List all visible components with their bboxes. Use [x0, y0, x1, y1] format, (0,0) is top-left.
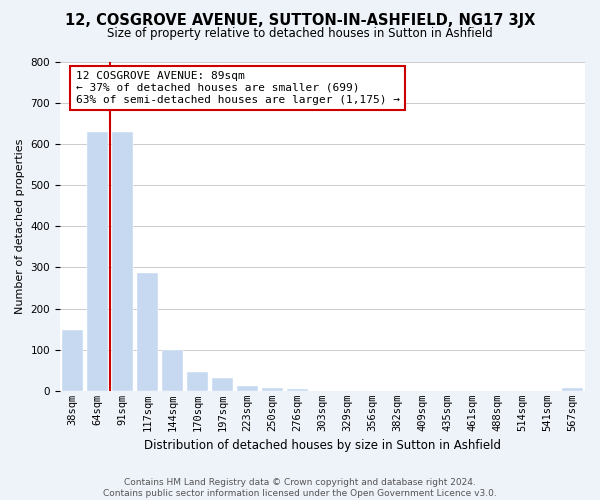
Bar: [262, 388, 283, 391]
Text: Size of property relative to detached houses in Sutton in Ashfield: Size of property relative to detached ho…: [107, 28, 493, 40]
Bar: [187, 372, 208, 391]
Text: Contains HM Land Registry data © Crown copyright and database right 2024.
Contai: Contains HM Land Registry data © Crown c…: [103, 478, 497, 498]
Bar: [137, 272, 158, 391]
Bar: [162, 350, 183, 391]
Bar: [62, 330, 83, 391]
Bar: [87, 132, 108, 391]
Bar: [112, 132, 133, 391]
Bar: [212, 378, 233, 391]
Text: 12 COSGROVE AVENUE: 89sqm
← 37% of detached houses are smaller (699)
63% of semi: 12 COSGROVE AVENUE: 89sqm ← 37% of detac…: [76, 72, 400, 104]
X-axis label: Distribution of detached houses by size in Sutton in Ashfield: Distribution of detached houses by size …: [144, 440, 501, 452]
Y-axis label: Number of detached properties: Number of detached properties: [15, 138, 25, 314]
Text: 12, COSGROVE AVENUE, SUTTON-IN-ASHFIELD, NG17 3JX: 12, COSGROVE AVENUE, SUTTON-IN-ASHFIELD,…: [65, 12, 535, 28]
Bar: [237, 386, 258, 391]
Bar: [287, 389, 308, 391]
Bar: [562, 388, 583, 391]
